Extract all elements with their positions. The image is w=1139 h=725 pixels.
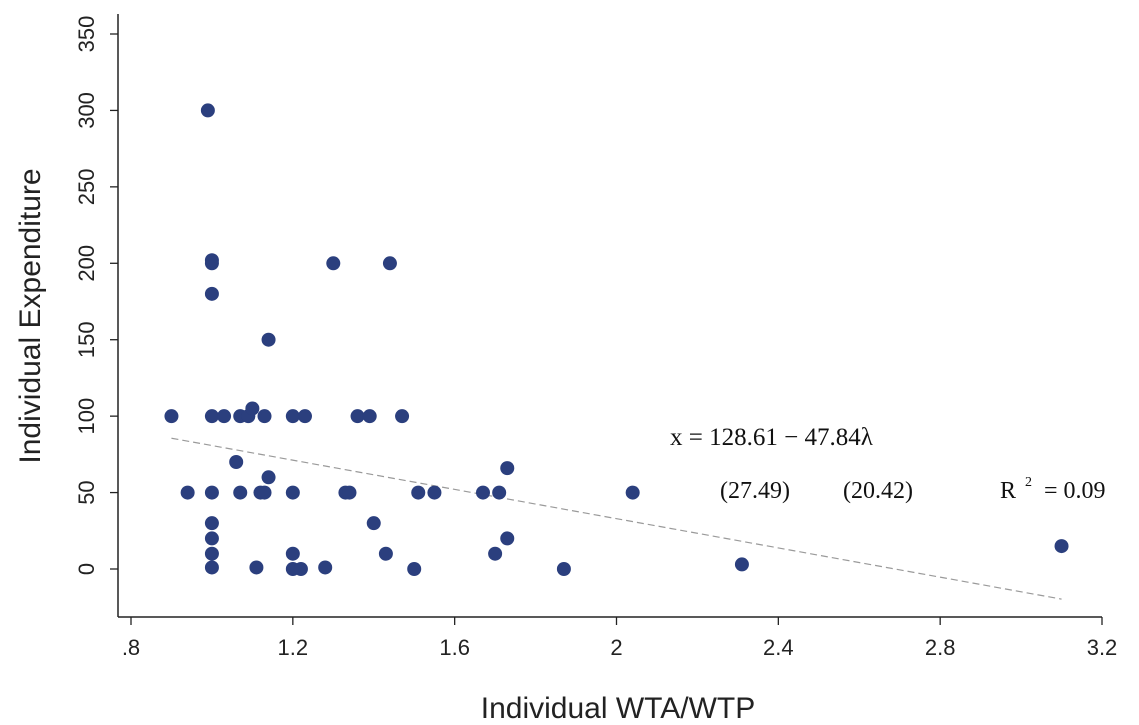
data-point: [297, 409, 312, 424]
data-point: [261, 332, 276, 347]
data-point: [326, 256, 341, 271]
data-point: [488, 546, 503, 561]
data-point: [475, 485, 490, 500]
data-point: [293, 562, 308, 576]
data-point: [261, 470, 276, 485]
data-point: [217, 409, 232, 424]
data-points: [164, 103, 1069, 576]
y-tick-label: 100: [74, 398, 99, 435]
axes: 0 50 100 150 200 250 300 350 .8 1.2 1.6 2 2.4 2.8 3.2: [74, 14, 1117, 660]
x-tick-label: 1.2: [278, 635, 309, 660]
data-point: [1054, 539, 1069, 554]
data-point: [285, 485, 300, 500]
data-point: [180, 485, 195, 500]
r-squared-label: R 2 = 0.09: [1000, 466, 1106, 504]
data-point: [407, 562, 422, 576]
y-tick-label: 150: [74, 321, 99, 358]
x-tick-label: 2.4: [763, 635, 794, 660]
data-point: [204, 516, 219, 531]
data-point: [204, 546, 219, 561]
r-squared-exponent: 2: [1025, 475, 1032, 490]
data-point: [318, 560, 333, 575]
data-point: [492, 485, 507, 500]
data-point: [350, 409, 365, 424]
r-squared-value: = 0.09: [1044, 478, 1106, 504]
y-tick-label: 200: [74, 245, 99, 282]
data-point: [382, 256, 397, 271]
data-point: [500, 461, 515, 476]
slope-standard-error: (20.42): [843, 478, 913, 504]
data-point: [204, 286, 219, 301]
data-point: [625, 485, 640, 500]
data-point: [204, 485, 219, 500]
data-point: [229, 455, 244, 469]
data-point: [257, 409, 272, 424]
data-point: [378, 546, 393, 561]
y-tick-label: 350: [74, 16, 99, 53]
data-point: [204, 560, 219, 575]
data-point: [164, 409, 179, 424]
data-point: [204, 531, 219, 546]
fit-line: [171, 437, 1062, 600]
data-point: [233, 485, 248, 500]
data-point: [245, 401, 260, 416]
y-tick-label: 0: [74, 563, 99, 575]
data-point: [249, 560, 264, 575]
data-point: [200, 103, 215, 118]
y-tick-label: 50: [74, 480, 99, 504]
data-point: [411, 485, 426, 500]
fit-line-group: [171, 437, 1062, 600]
x-tick-label: 2: [610, 635, 622, 660]
data-point: [500, 531, 515, 546]
data-point: [342, 485, 357, 500]
x-tick-label: 2.8: [925, 635, 956, 660]
y-tick-label: 300: [74, 92, 99, 129]
r-squared-base: R: [1000, 478, 1016, 504]
data-point: [427, 485, 442, 500]
data-point: [257, 485, 272, 500]
data-point: [204, 409, 219, 424]
intercept-standard-error: (27.49): [720, 478, 790, 504]
x-tick-label: 1.6: [439, 635, 470, 660]
data-point: [285, 409, 300, 424]
x-tick-label: 3.2: [1087, 635, 1118, 660]
y-axis-label: Individual Expenditure: [14, 168, 47, 463]
data-point: [734, 557, 749, 572]
data-point: [556, 562, 571, 576]
data-point: [204, 256, 219, 271]
data-point: [395, 409, 410, 424]
data-point: [362, 409, 377, 424]
regression-equation: x = 128.61 − 47.84λ: [670, 424, 873, 451]
data-point: [285, 546, 300, 561]
x-axis-label: Individual WTA/WTP: [481, 692, 756, 725]
y-tick-label: 250: [74, 168, 99, 205]
data-point: [366, 516, 381, 531]
x-tick-label: .8: [122, 635, 140, 660]
